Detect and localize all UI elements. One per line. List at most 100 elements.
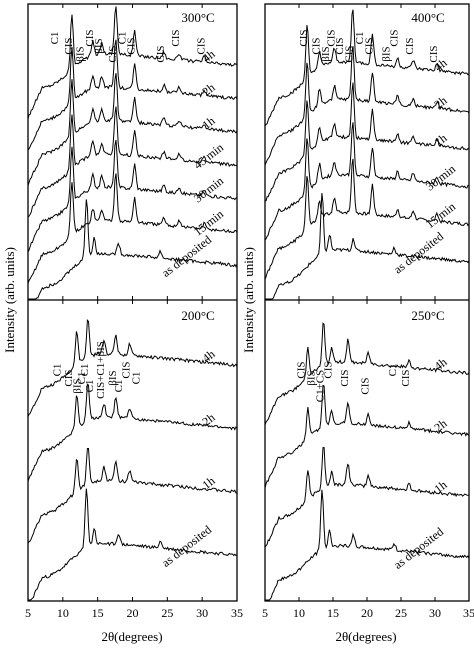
peak-label: CIS	[310, 37, 322, 54]
series-label: as deposited	[159, 522, 214, 569]
series-label: 30 min	[191, 174, 226, 206]
trace-4h	[264, 322, 470, 426]
series-label: 30 min	[423, 162, 458, 194]
x-tick-label: 10	[293, 606, 305, 620]
x-tick-label: 30	[429, 606, 441, 620]
x-tick-label: 35	[231, 606, 243, 620]
trace-45-min	[27, 106, 238, 218]
trace-15-min	[264, 158, 470, 280]
peak-label: βIS	[380, 46, 392, 61]
series-label: 15 min	[191, 207, 226, 239]
panel-title-250: 250°C	[411, 308, 444, 323]
peak-label: C1	[79, 364, 91, 377]
trace-2h	[264, 46, 470, 166]
peak-label: C1	[387, 364, 399, 377]
peak-label: C1	[52, 364, 64, 377]
series-label: as deposited	[159, 232, 214, 279]
peak-label: CIS	[295, 361, 307, 378]
peak-label: C1+CS	[314, 370, 326, 403]
peak-label: CIS	[400, 369, 412, 386]
peak-label: βIS	[320, 46, 332, 61]
trace-as-deposited	[28, 199, 238, 300]
peak-label: CIS	[339, 369, 351, 386]
trace-2h	[264, 384, 470, 488]
trace-1h	[27, 448, 238, 544]
peak-label: C1	[354, 32, 366, 45]
trace-as-deposited	[265, 489, 470, 601]
trace-2h	[27, 383, 238, 482]
x-tick-label: 15	[92, 606, 104, 620]
peak-label: CIS	[195, 37, 207, 54]
x-tick-label: 5	[262, 606, 268, 620]
x-tick-label: 20	[361, 606, 373, 620]
peak-label: βIS	[71, 378, 83, 393]
series-label: 15 min	[423, 199, 458, 231]
peak-label: CIS	[126, 37, 138, 54]
peak-label: CIS	[63, 37, 75, 54]
x-tick-label: 15	[327, 606, 339, 620]
peak-label: CIS	[170, 29, 182, 46]
peak-label: CIS	[121, 361, 133, 378]
xlabel-left: 2θ(degrees)	[101, 629, 162, 644]
peak-label: βIS	[306, 370, 318, 385]
peak-label: CIS	[155, 45, 167, 62]
peak-label: CIS	[63, 369, 75, 386]
x-tick-label: 25	[395, 606, 407, 620]
trace-1h	[264, 446, 470, 548]
x-tick-label: 10	[57, 606, 69, 620]
trace-4h	[264, 9, 470, 127]
peak-label: CIS	[359, 377, 371, 394]
peak-label: CIS	[107, 45, 119, 62]
peak-label: C1	[117, 32, 129, 45]
x-tick-label: 5	[25, 606, 31, 620]
trace-4h	[27, 318, 238, 417]
ylabel-left: Intensity (arb. units)	[2, 247, 17, 353]
peak-label: C1	[113, 380, 125, 393]
panel-title-300: 300°C	[181, 10, 214, 25]
series-label: 45 min	[191, 140, 226, 172]
peak-label: CIS	[428, 45, 440, 62]
peak-label: βIS	[75, 46, 87, 61]
peak-label: C1	[84, 380, 96, 393]
ylabel-right: Intensity (arb. units)	[241, 247, 256, 353]
peak-label: CIS	[363, 37, 375, 54]
trace-as-deposited	[28, 488, 238, 601]
xlabel-right: 2θ(degrees)	[335, 629, 396, 644]
peak-label: C1	[49, 32, 61, 45]
peak-label: C1	[130, 372, 142, 385]
peak-label: CIS	[344, 45, 356, 62]
trace-4h	[27, 6, 238, 119]
peak-label: CIS	[298, 29, 310, 46]
trace-30-min	[264, 122, 470, 241]
peak-label: βIS	[107, 370, 119, 385]
trace-1h	[264, 82, 470, 202]
peak-label: CIS	[334, 37, 346, 54]
peak-label: CIS	[404, 37, 416, 54]
peak-label: βIS	[93, 38, 105, 53]
peak-label: CIS	[325, 29, 337, 46]
trace-1h	[27, 73, 238, 186]
trace-15-min	[27, 173, 238, 284]
peak-label: CIS	[84, 29, 96, 46]
x-tick-label: 35	[463, 606, 474, 620]
x-tick-label: 20	[127, 606, 139, 620]
peak-label: C1	[76, 372, 88, 385]
peak-label: CIS	[389, 29, 401, 46]
x-tick-label: 30	[196, 606, 208, 620]
series-label: as deposited	[391, 524, 446, 571]
peak-label: CIS	[323, 361, 335, 378]
trace-as-deposited	[265, 193, 470, 300]
trace-30-min	[27, 139, 238, 253]
series-label: 2h	[431, 93, 449, 111]
peak-label: CIS+C1+βIS	[95, 341, 107, 399]
trace-2h	[27, 39, 238, 151]
panel-title-200: 200°C	[181, 308, 214, 323]
x-tick-label: 25	[161, 606, 173, 620]
series-label: as deposited	[391, 229, 446, 276]
